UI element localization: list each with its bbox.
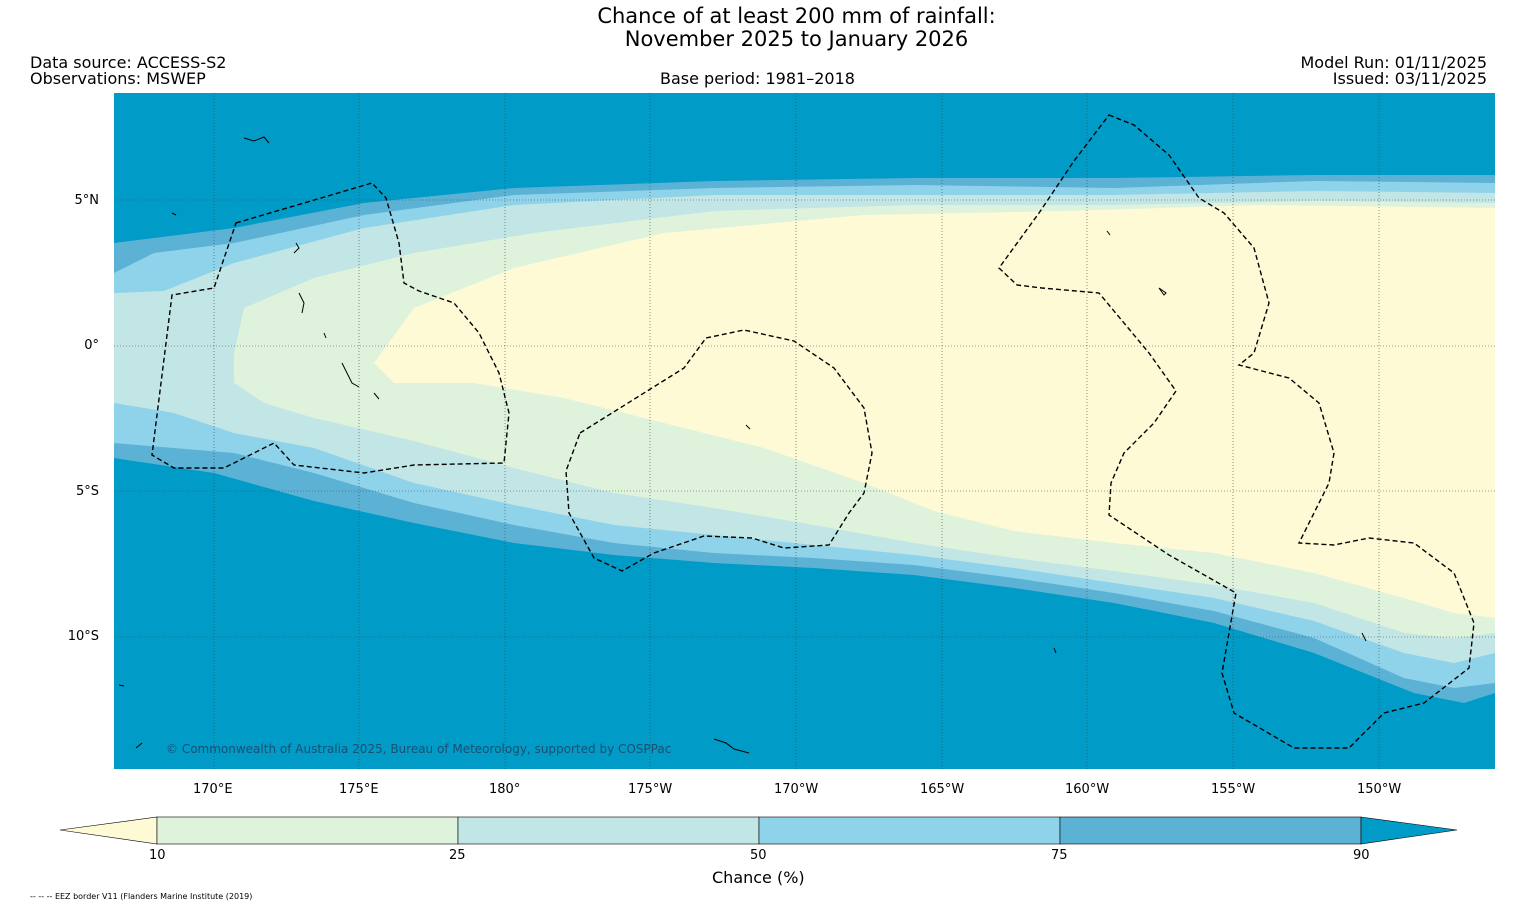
map-title-line2: November 2025 to January 2026 bbox=[624, 27, 969, 51]
lon-label-155w: 155°W bbox=[1211, 782, 1256, 797]
gridlines bbox=[114, 93, 1495, 769]
lat-label-5n: 5°N bbox=[74, 193, 100, 208]
colorbar-tick-90: 90 bbox=[1353, 848, 1370, 863]
lat-label-10s: 10°S bbox=[67, 629, 99, 644]
lat-label-0: 0° bbox=[84, 338, 99, 353]
colorbar-segment-75-90 bbox=[1059, 816, 1362, 845]
lon-label-150w: 150°W bbox=[1357, 782, 1402, 797]
lon-label-180: 180° bbox=[489, 782, 521, 797]
lon-label-165w: 165°W bbox=[920, 782, 965, 797]
colorbar-segment-over-90 bbox=[1360, 816, 1458, 845]
colorbar-tick-50: 50 bbox=[750, 848, 767, 863]
base-period-label: Base period: 1981–2018 bbox=[660, 69, 855, 88]
rainfall-probability-map: © Commonwealth of Australia 2025, Bureau… bbox=[114, 93, 1495, 769]
colorbar-segment-under-10 bbox=[60, 816, 158, 845]
colorbar-tick-25: 25 bbox=[449, 848, 466, 863]
eez-footnote: -- -- -- EEZ border V11 (Flanders Marine… bbox=[30, 892, 253, 901]
lon-label-170e: 170°E bbox=[193, 782, 233, 797]
issued-label: Issued: 03/11/2025 bbox=[1332, 69, 1487, 88]
lat-label-5s: 5°S bbox=[75, 484, 99, 499]
colorbar-tick-10: 10 bbox=[149, 848, 166, 863]
colorbar-segment-10-25 bbox=[156, 816, 459, 845]
colorbar-tick-75: 75 bbox=[1051, 848, 1068, 863]
colorbar-segment-50-75 bbox=[758, 816, 1061, 845]
map-title-line1: Chance of at least 200 mm of rainfall: bbox=[597, 4, 996, 28]
data-source-label: Data source: ACCESS-S2 bbox=[30, 53, 227, 72]
lon-label-160w: 160°W bbox=[1065, 782, 1110, 797]
islands bbox=[118, 136, 1367, 754]
model-run-label: Model Run: 01/11/2025 bbox=[1300, 53, 1488, 72]
eez-borders bbox=[151, 114, 1475, 749]
lon-label-175w: 175°W bbox=[628, 782, 673, 797]
lon-label-175e: 175°E bbox=[339, 782, 379, 797]
lon-label-170w: 170°W bbox=[774, 782, 819, 797]
observations-label: Observations: MSWEP bbox=[30, 69, 206, 88]
map-credit: © Commonwealth of Australia 2025, Bureau… bbox=[166, 742, 671, 756]
colorbar bbox=[60, 816, 1458, 845]
colorbar-label: Chance (%) bbox=[712, 868, 805, 887]
colorbar-segment-25-50 bbox=[457, 816, 760, 845]
band-under-10 bbox=[374, 205, 1495, 618]
